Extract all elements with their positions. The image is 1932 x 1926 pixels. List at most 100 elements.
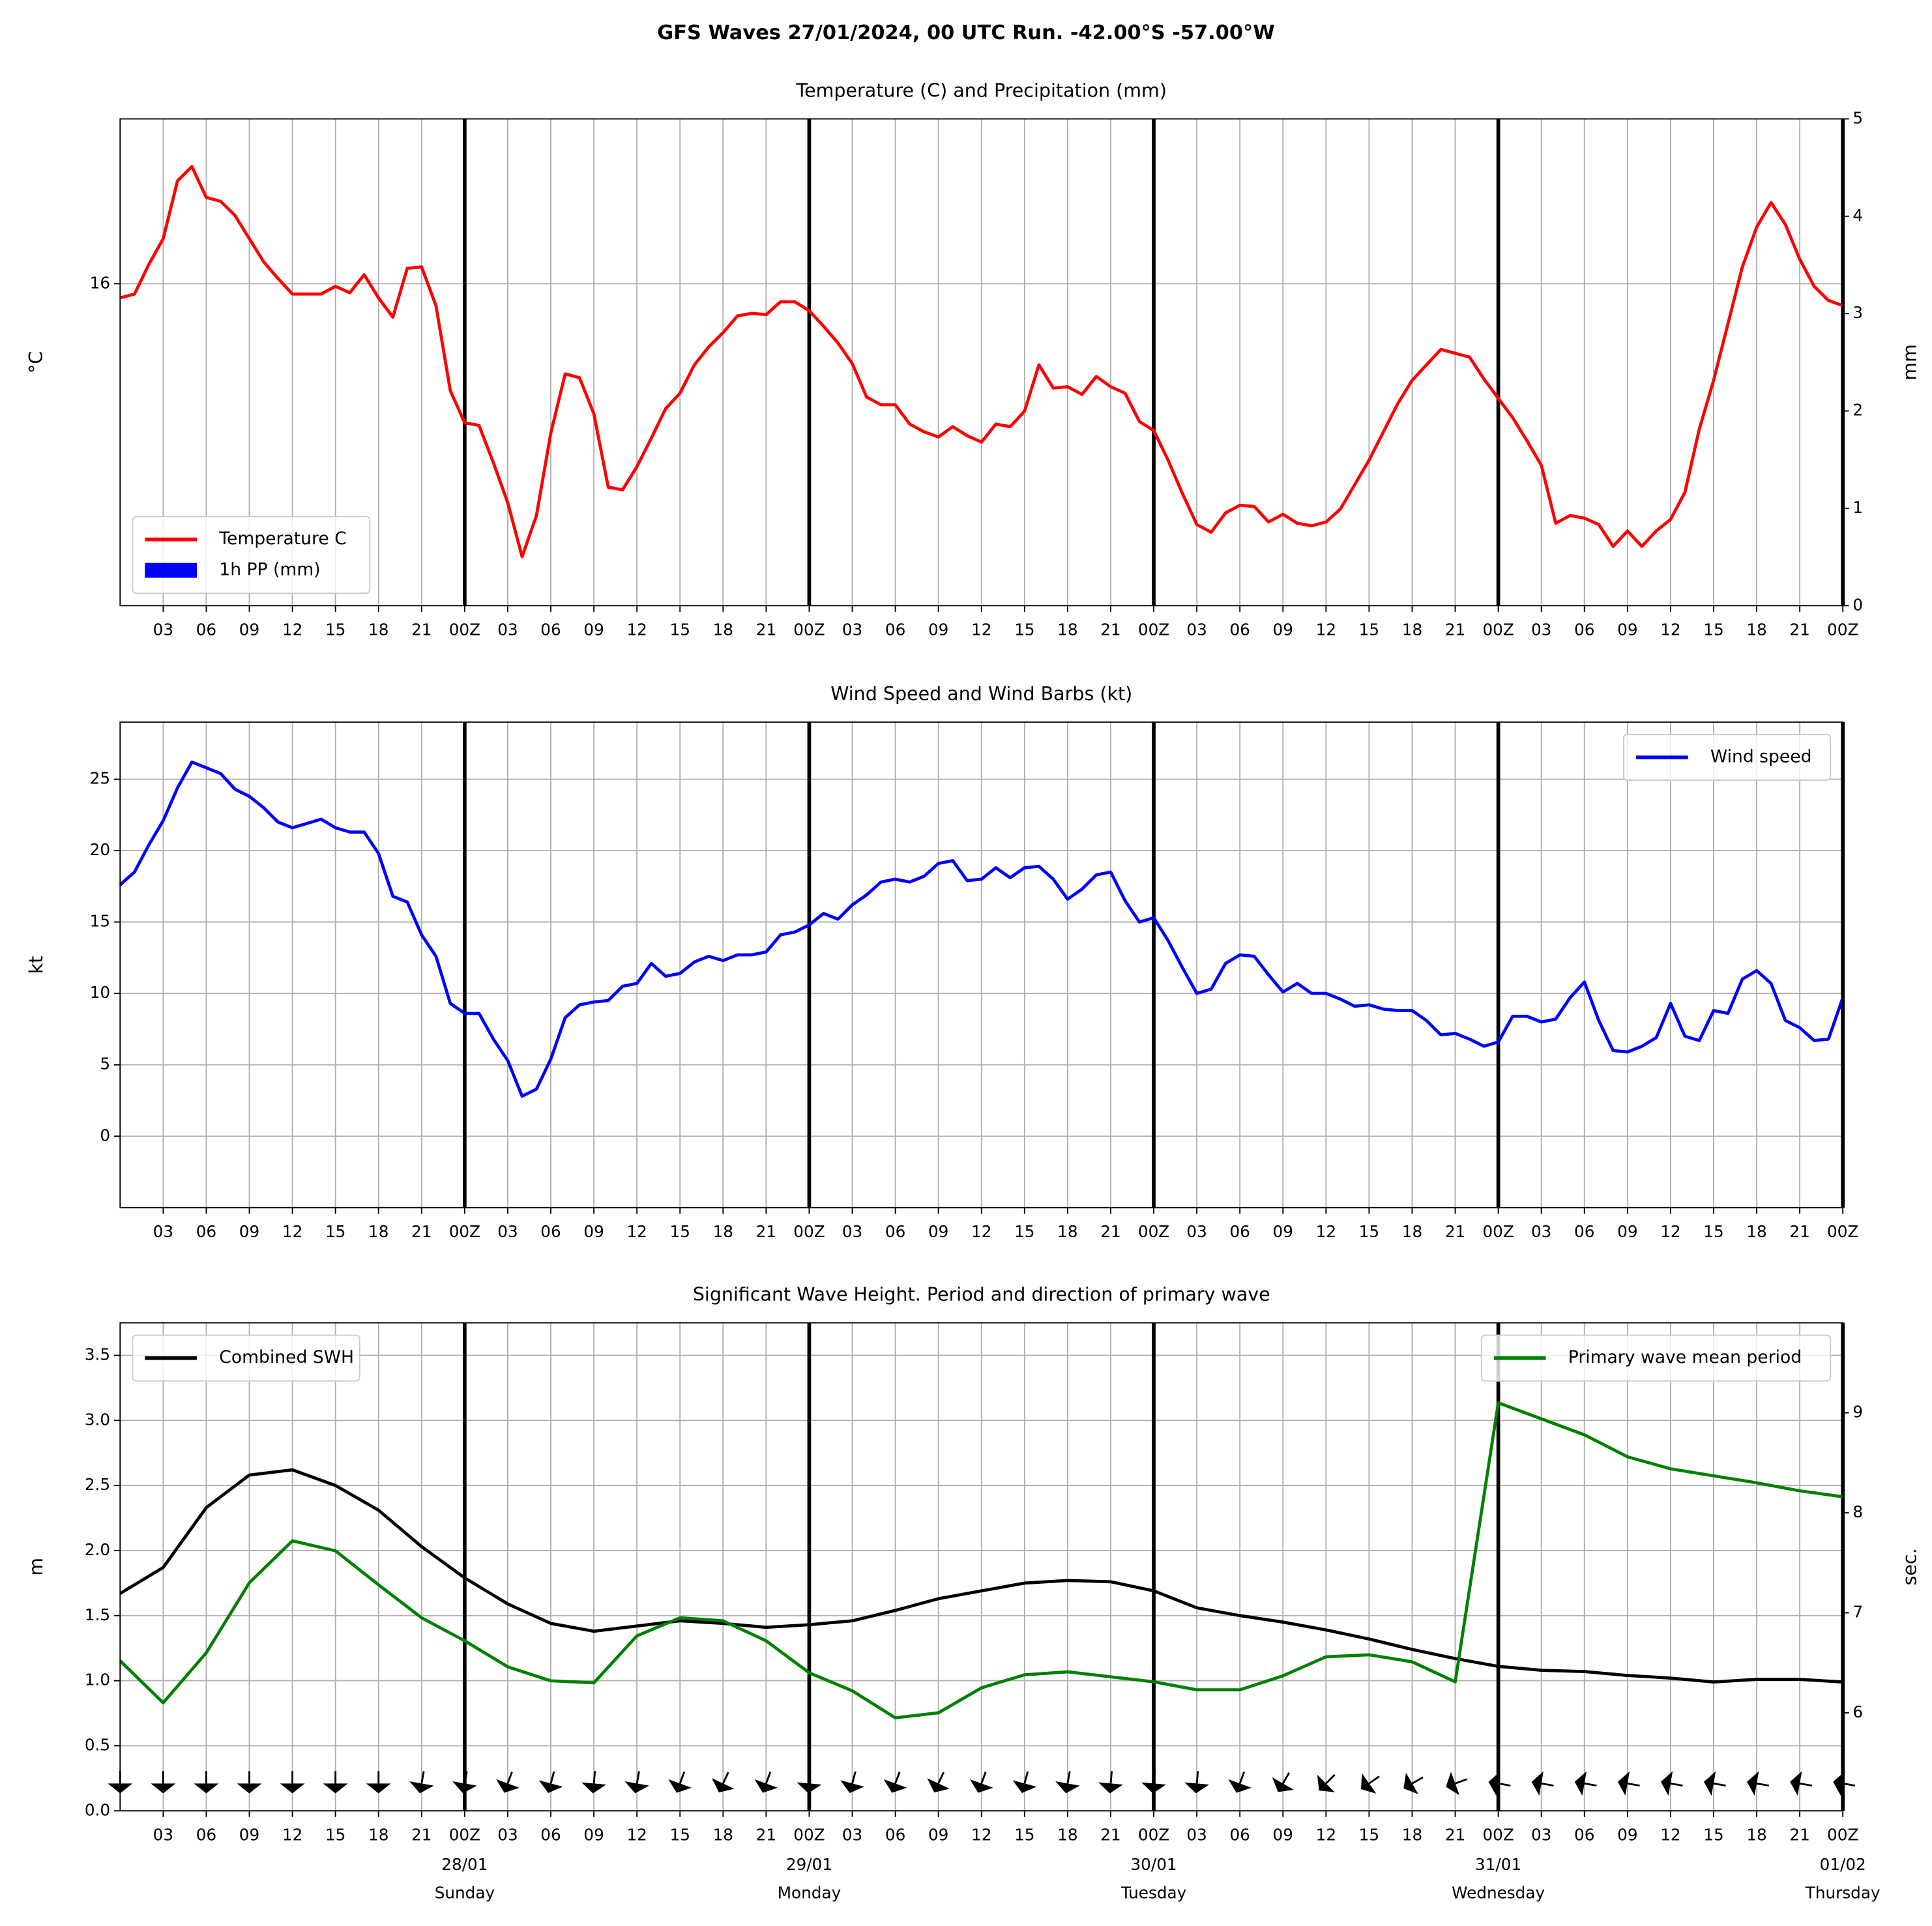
x-tick-label: 12 xyxy=(1316,1825,1336,1844)
y2-tick-label: 3 xyxy=(1852,303,1863,322)
x-tick-label: 00Z xyxy=(793,620,825,639)
arrow-head xyxy=(1488,1771,1500,1796)
x-tick-label: 03 xyxy=(153,1825,173,1844)
x-tick-label: 21 xyxy=(1445,1825,1465,1844)
series-line xyxy=(119,1401,1843,1719)
arrow-head xyxy=(323,1783,348,1794)
arrow-head xyxy=(452,1781,477,1794)
arrow-head xyxy=(194,1783,219,1794)
x-tick-label: 12 xyxy=(282,1222,302,1241)
x-tick-label: 12 xyxy=(626,1222,647,1241)
x-tick-label: 21 xyxy=(1789,620,1809,639)
wave-arrow xyxy=(194,1771,219,1794)
arrow-shaft xyxy=(1281,1772,1290,1787)
arrow-shaft xyxy=(593,1771,596,1787)
y2-tick-label: 0 xyxy=(1852,595,1863,614)
x-tick-label: 18 xyxy=(1057,620,1077,639)
x-tick-label: 00Z xyxy=(1138,1825,1169,1844)
wave-arrow xyxy=(581,1771,607,1794)
legend-box xyxy=(1480,1334,1832,1382)
arrow-head xyxy=(712,1778,735,1793)
y-tick-label: 1.5 xyxy=(85,1605,110,1624)
wave-arrow xyxy=(624,1771,649,1794)
x-tick-label: 21 xyxy=(411,1222,432,1241)
x-tick-label: 06 xyxy=(540,1222,561,1241)
y-tick-label: 2.0 xyxy=(85,1540,110,1559)
x-tick-label: 00Z xyxy=(1482,620,1514,639)
x-tick-label: 12 xyxy=(626,620,647,639)
y2-tick-label: 7 xyxy=(1852,1602,1863,1621)
arrow-shaft xyxy=(1195,1771,1199,1787)
x-tick-label: 00Z xyxy=(449,1825,480,1844)
arrow-head xyxy=(1574,1771,1587,1796)
chart-title: Significant Wave Height. Period and dire… xyxy=(693,1284,1270,1306)
arrow-head xyxy=(496,1779,520,1793)
x-tick-label: 09 xyxy=(1273,620,1293,639)
y-axis-label: m xyxy=(25,1558,47,1576)
arrow-head xyxy=(927,1778,950,1793)
y2-tick-label: 5 xyxy=(1852,108,1863,127)
wave-arrow xyxy=(1747,1771,1770,1796)
wave-arrow xyxy=(754,1771,778,1793)
x-tick-label: 09 xyxy=(1617,1825,1637,1844)
x-tick-label: 18 xyxy=(713,1222,733,1241)
x-tick-label: 03 xyxy=(497,1222,518,1241)
x-tick-label: 12 xyxy=(1316,620,1336,639)
legend-label: Temperature C xyxy=(218,529,346,549)
y2-tick-label: 4 xyxy=(1852,206,1863,225)
x-tick-label: 00Z xyxy=(1482,1222,1514,1241)
x-tick-label: 21 xyxy=(1445,620,1465,639)
x-tick-label: 06 xyxy=(885,1222,905,1241)
x-tick-label: 12 xyxy=(1660,1825,1680,1844)
y-tick-label: 16 xyxy=(90,273,110,292)
x-tick-label: 15 xyxy=(1359,1825,1379,1844)
wave-arrow xyxy=(1488,1771,1511,1796)
arrow-head xyxy=(1317,1774,1335,1792)
x-tick-label: 03 xyxy=(1531,1825,1551,1844)
x-tick-label: 03 xyxy=(1186,620,1207,639)
wave-arrow xyxy=(1617,1771,1640,1796)
wave-arrow xyxy=(496,1771,520,1793)
x-tick-label: 00Z xyxy=(1138,1222,1169,1241)
x-tick-label: 21 xyxy=(411,620,432,639)
y2-tick-label: 9 xyxy=(1852,1403,1863,1422)
arrow-head xyxy=(624,1781,649,1794)
wave-arrow xyxy=(1531,1771,1554,1796)
wave-arrow xyxy=(668,1771,692,1793)
x-tick-label: 06 xyxy=(196,1825,216,1844)
arrow-shaft xyxy=(1109,1771,1113,1787)
x-tick-label: 18 xyxy=(713,620,733,639)
wave-arrow xyxy=(538,1771,563,1794)
wave-arrow xyxy=(712,1772,735,1793)
x-tick-label: 09 xyxy=(239,1825,259,1844)
day-label: Wednesday xyxy=(1452,1884,1545,1903)
arrow-head xyxy=(280,1783,305,1794)
x-tick-label: 03 xyxy=(1186,1222,1207,1241)
x-tick-label: 15 xyxy=(1014,1825,1034,1844)
arrow-shaft xyxy=(1624,1782,1640,1787)
arrow-head xyxy=(151,1783,176,1794)
x-tick-label: 03 xyxy=(842,620,862,639)
x-tick-label: 15 xyxy=(1014,1222,1034,1241)
x-tick-label: 00Z xyxy=(449,620,480,639)
arrow-head xyxy=(969,1779,993,1793)
x-tick-label: 18 xyxy=(713,1825,733,1844)
arrow-head xyxy=(1403,1772,1418,1794)
wave-arrow xyxy=(1446,1772,1467,1796)
wave-arrow xyxy=(1141,1771,1166,1794)
x-tick-label: 06 xyxy=(540,620,561,639)
arrow-shaft xyxy=(636,1771,640,1787)
x-tick-label: 09 xyxy=(928,1222,948,1241)
x-tick-label: 15 xyxy=(670,1825,690,1844)
x-tick-label: 06 xyxy=(1574,1222,1594,1241)
x-tick-label: 03 xyxy=(1531,1222,1551,1241)
wave-arrow xyxy=(237,1771,262,1794)
legend-box xyxy=(132,1334,360,1382)
x-tick-label: 21 xyxy=(1100,1825,1120,1844)
arrow-head xyxy=(754,1779,778,1793)
x-tick-label: 06 xyxy=(196,1222,216,1241)
arrow-head xyxy=(1228,1779,1252,1793)
x-tick-label: 18 xyxy=(1057,1222,1077,1241)
wave-arrow xyxy=(883,1771,907,1793)
